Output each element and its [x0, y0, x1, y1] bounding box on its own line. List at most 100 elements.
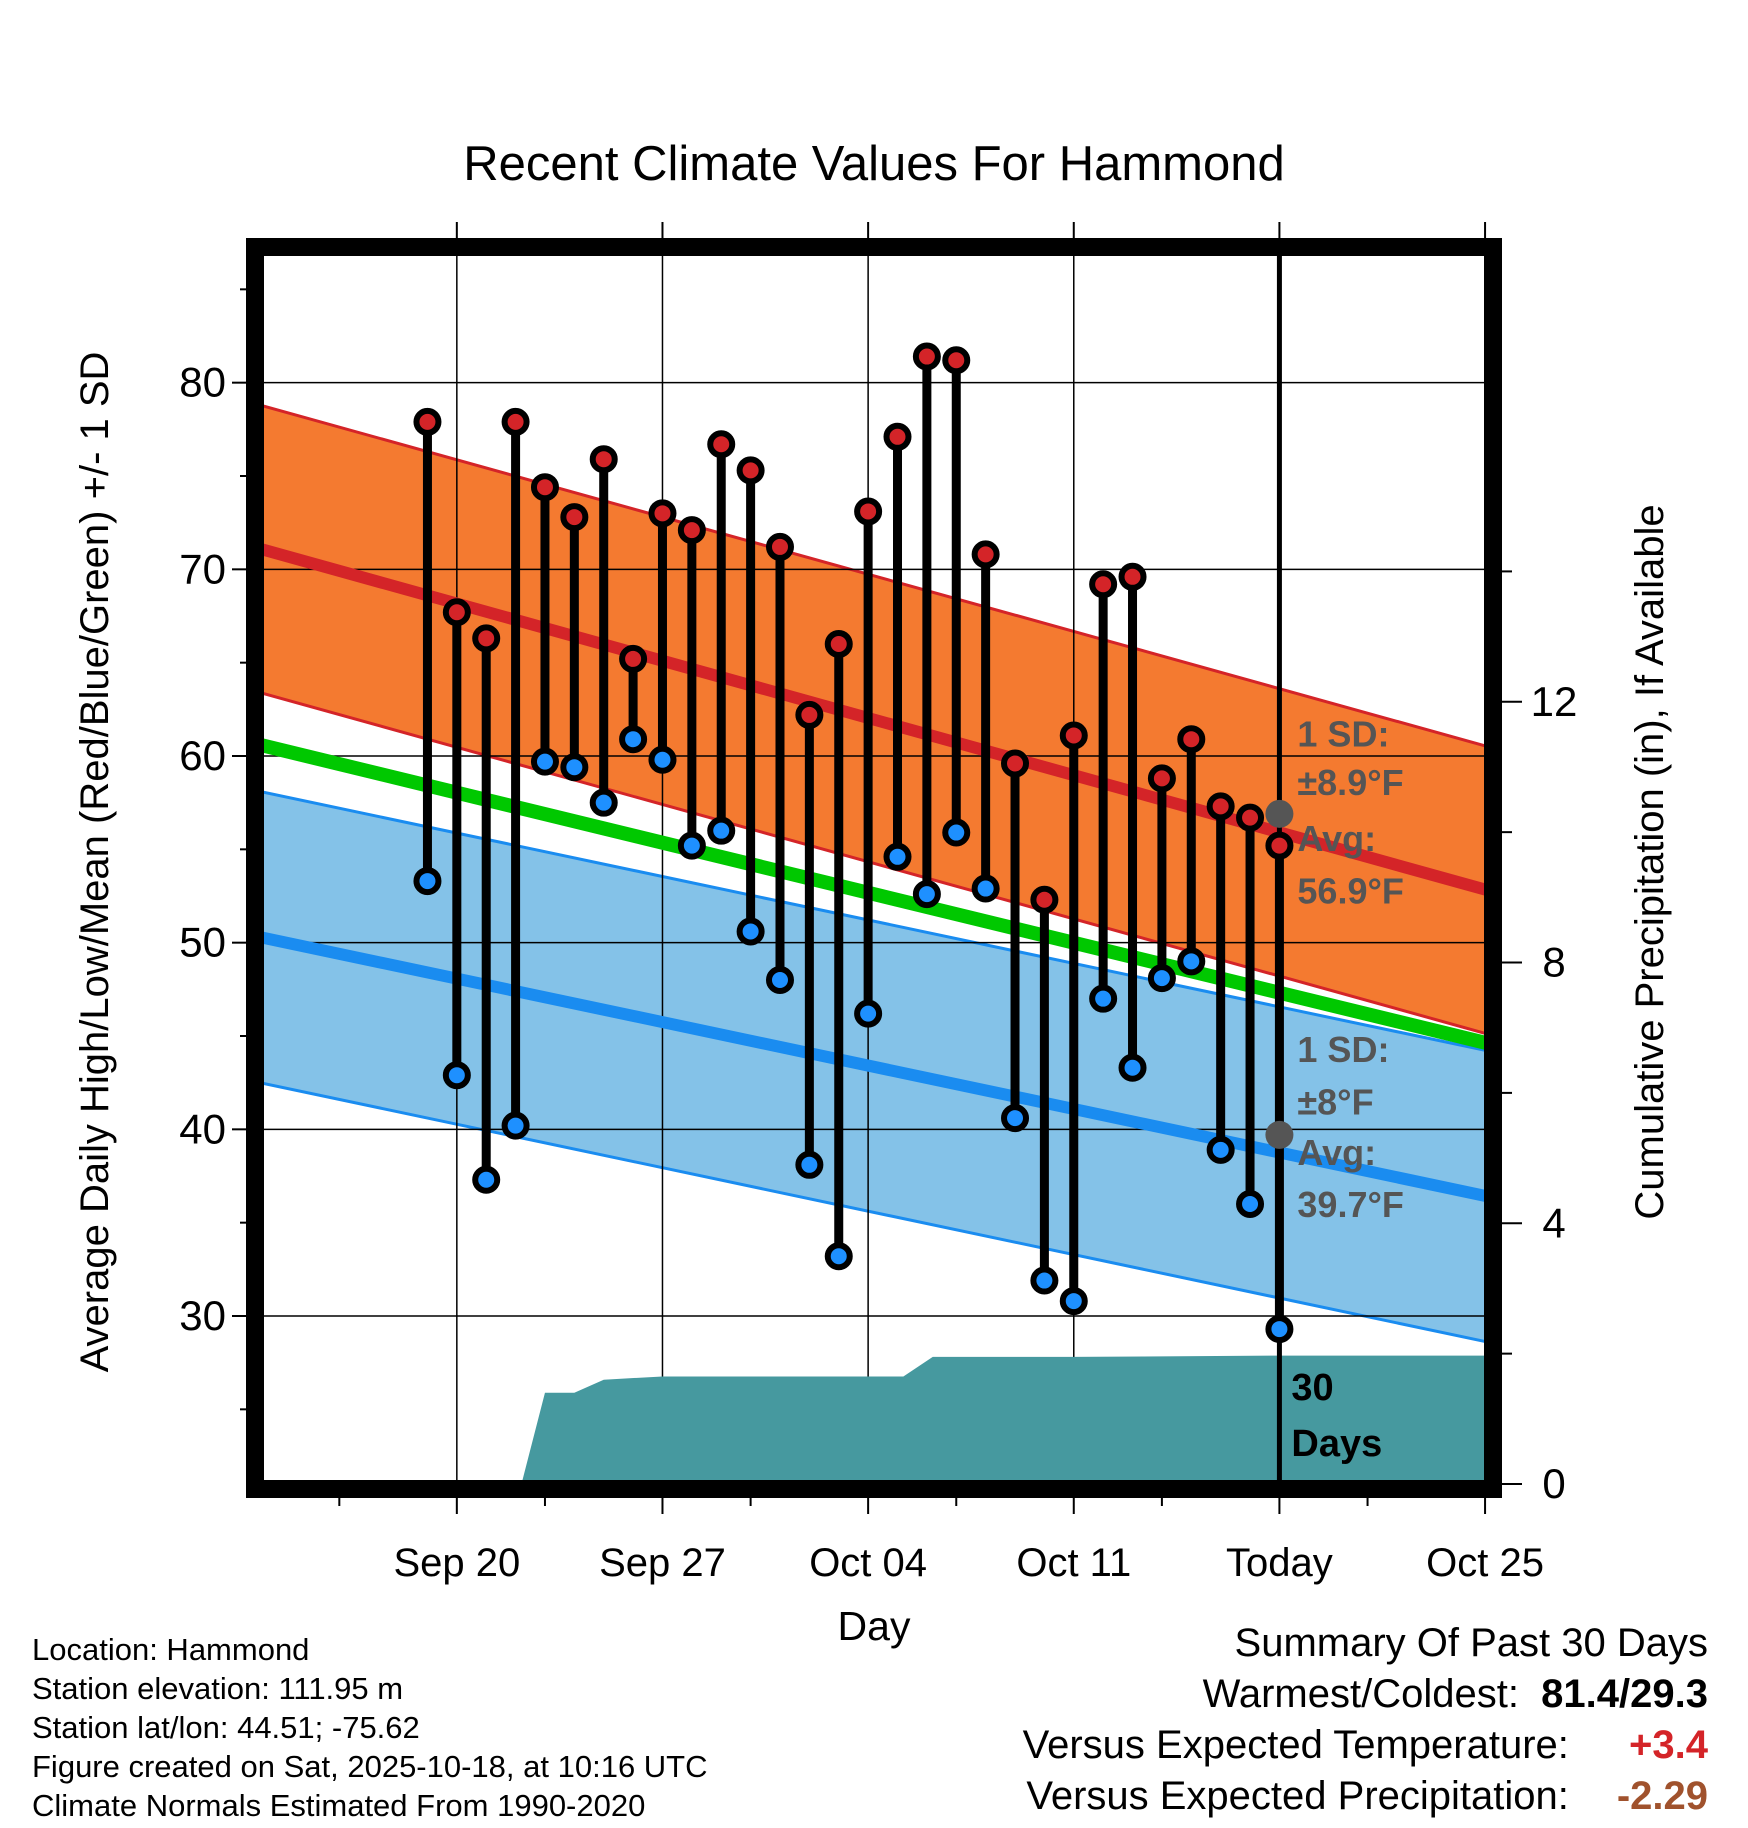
y-tick-label: 70	[179, 545, 226, 592]
x-tick-label: Oct 11	[1016, 1541, 1131, 1585]
low-temp-point	[1206, 1135, 1235, 1164]
low-temp-point	[1177, 947, 1206, 976]
high-temp-point	[501, 407, 530, 436]
plot-area	[260, 252, 1488, 1484]
high-avg-label: Avg:	[1297, 818, 1376, 859]
x-tick-label: Oct 04	[809, 1541, 927, 1585]
low-temp-point	[1089, 984, 1118, 1013]
created-text: Figure created on Sat, 2025-10-18, at 10…	[32, 1749, 708, 1784]
y-axis-label: Average Daily High/Low/Mean (Red/Blue/Gr…	[73, 352, 117, 1373]
low-temp-point	[1030, 1266, 1059, 1295]
high-avg-value: 56.9°F	[1297, 870, 1403, 911]
high-temp-point	[912, 342, 941, 371]
low-temp-point	[648, 745, 677, 774]
low-temp-point	[942, 818, 971, 847]
latlon-text: Station lat/lon: 44.51; -75.62	[32, 1710, 420, 1745]
low-temp-point	[677, 831, 706, 860]
high-avg-marker	[1265, 799, 1294, 828]
high-temp-point	[560, 503, 589, 532]
low-temp-point	[1001, 1104, 1030, 1133]
low-temp-point	[530, 747, 559, 776]
high-temp-point	[1118, 562, 1147, 591]
high-temp-point	[1030, 885, 1059, 914]
high-temp-point	[795, 700, 824, 729]
low-temp-point	[472, 1165, 501, 1194]
warm-cold-label: Warmest/Coldest:	[1202, 1672, 1519, 1716]
low-avg-value: 39.7°F	[1297, 1184, 1403, 1225]
high-temp-point	[1001, 749, 1030, 778]
y-tick-label: 30	[179, 1292, 226, 1339]
summary-panel: Summary Of Past 30 Days Warmest/Coldest:…	[1023, 1618, 1708, 1822]
high-temp-point	[1089, 570, 1118, 599]
high-temp-point	[854, 497, 883, 526]
high-temp-point	[883, 422, 912, 451]
low-temp-point	[501, 1111, 530, 1140]
low-temp-point	[1265, 1315, 1294, 1344]
y2-tick-label: 12	[1531, 678, 1578, 725]
high-temp-point	[677, 516, 706, 545]
x-tick-label: Oct 25	[1426, 1541, 1544, 1585]
low-temp-point	[707, 816, 736, 845]
low-temp-point	[560, 753, 589, 782]
low-temp-point	[589, 788, 618, 817]
low-temp-point	[1236, 1190, 1265, 1218]
y-tick-label: 60	[179, 732, 226, 779]
days-number: 30	[1291, 1367, 1333, 1409]
low-temp-point	[1118, 1053, 1147, 1082]
high-sd-label: 1 SD:	[1297, 714, 1389, 755]
low-temp-point	[1147, 964, 1176, 993]
high-temp-point	[1265, 831, 1294, 860]
high-temp-point	[413, 407, 442, 436]
low-sd-label: 1 SD:	[1297, 1029, 1389, 1070]
y2-axis-label: Cumulative Precipitation (in), If Availa…	[1628, 504, 1672, 1219]
precip-area	[521, 1355, 1488, 1484]
high-temp-point	[1236, 803, 1265, 832]
high-temp-point	[1059, 721, 1088, 750]
high-temp-point	[472, 624, 501, 653]
y2-tick-label: 4	[1542, 1199, 1565, 1246]
high-temp-point	[736, 456, 765, 485]
x-tick-label: Sep 20	[393, 1541, 520, 1585]
low-temp-point	[854, 999, 883, 1028]
y2-tick-label: 8	[1542, 939, 1565, 986]
precip-row: Versus Expected Precipitation: -2.29	[1023, 1771, 1708, 1822]
days-word: Days	[1291, 1423, 1382, 1465]
x-tick-label: Sep 27	[599, 1541, 726, 1585]
chart-title: Recent Climate Values For Hammond	[463, 137, 1285, 191]
y2-tick-label: 0	[1542, 1460, 1565, 1507]
x-axis-label: Day	[838, 1603, 911, 1649]
high-temp-point	[1206, 792, 1235, 821]
x-tick-label: Today	[1226, 1541, 1333, 1585]
precip-label: Versus Expected Precipitation:	[1026, 1774, 1569, 1818]
high-temp-point	[1177, 725, 1206, 754]
low-temp-point	[765, 966, 794, 994]
temp-value: +3.4	[1629, 1723, 1708, 1767]
low-avg-label: Avg:	[1297, 1132, 1376, 1173]
low-temp-point	[912, 880, 941, 909]
low-temp-point	[413, 867, 442, 896]
normals-text: Climate Normals Estimated From 1990-2020	[32, 1788, 646, 1823]
plot-frame	[246, 238, 1502, 1498]
low-temp-point	[1059, 1287, 1088, 1316]
low-sd-value: ±8°F	[1297, 1081, 1373, 1122]
location-text: Location: Hammond	[32, 1632, 310, 1667]
temp-label: Versus Expected Temperature:	[1022, 1723, 1569, 1767]
precip-value: -2.29	[1616, 1774, 1708, 1818]
station-info: Location: Hammond Station elevation: 111…	[32, 1630, 708, 1825]
warm-cold-row: Warmest/Coldest: 81.4/29.3	[1023, 1669, 1708, 1720]
high-temp-point	[707, 430, 736, 459]
high-temp-point	[1147, 764, 1176, 793]
low-temp-point	[736, 917, 765, 946]
high-sd-value: ±8.9°F	[1297, 762, 1403, 803]
low-temp-point	[971, 874, 1000, 903]
low-temp-point	[883, 842, 912, 871]
high-temp-point	[942, 346, 971, 375]
elevation-text: Station elevation: 111.95 m	[32, 1671, 404, 1706]
low-temp-point	[824, 1242, 853, 1271]
low-avg-marker	[1265, 1120, 1294, 1149]
high-temp-point	[765, 532, 794, 561]
high-temp-point	[648, 499, 677, 528]
high-temp-point	[824, 630, 853, 658]
high-temp-point	[589, 445, 618, 474]
